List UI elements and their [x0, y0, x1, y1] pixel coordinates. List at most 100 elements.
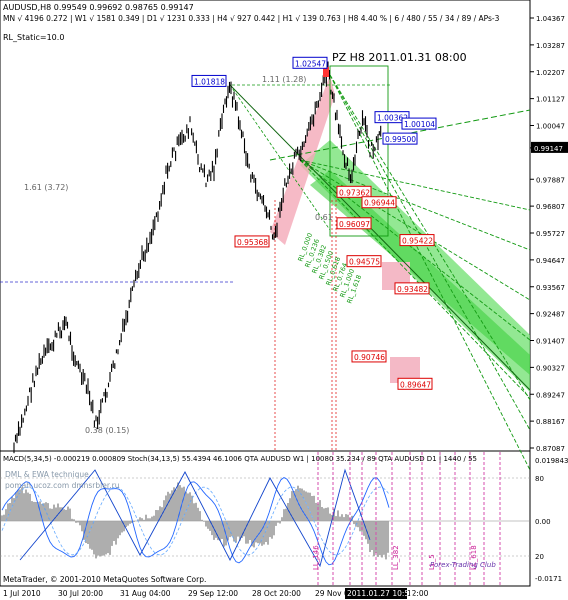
price-tag-box[interactable] — [351, 350, 387, 363]
price-tag[interactable]: 1.00362 — [374, 111, 410, 124]
header-timeframes-line: MN √ 4196 0.272 | W1 √ 1581 0.349 | D1 √… — [3, 14, 500, 23]
indicator-axis-label: 0.00 — [535, 518, 551, 526]
price-tag-box[interactable] — [336, 217, 372, 230]
price-tag-value: 0.99500 — [385, 135, 416, 144]
price-tag-value: 1.00104 — [404, 120, 435, 129]
price-axis-label: 1.04367 — [536, 15, 565, 23]
price-axis-label: 0.91407 — [536, 338, 565, 346]
price-tag-value: 0.90746 — [354, 353, 385, 362]
price-tag-value: 1.02547 — [295, 59, 326, 68]
price-tag-value: 0.94575 — [349, 258, 380, 267]
price-tag[interactable]: 1.02547 — [292, 56, 328, 69]
price-tag[interactable]: 0.97362 — [336, 185, 372, 198]
price-tag[interactable]: 1.00104 — [401, 117, 437, 130]
price-tag-box[interactable] — [399, 234, 435, 247]
price-tag-box[interactable] — [401, 117, 437, 130]
price-tag[interactable]: 0.90746 — [351, 350, 387, 363]
price-tag-box[interactable] — [346, 255, 382, 268]
price-tag[interactable]: 0.94575 — [346, 255, 382, 268]
price-tag-box[interactable] — [336, 185, 372, 198]
price-axis-label: 0.87087 — [536, 445, 565, 453]
current-price-label: 0.99147 — [534, 145, 563, 153]
pitchfork-line[interactable] — [299, 159, 531, 301]
current-time-box — [345, 588, 407, 599]
indicator-axis-label: -0.0171 — [535, 575, 562, 583]
fib-diagonal[interactable] — [229, 84, 331, 231]
indicator-axis-label: 20 — [535, 553, 544, 561]
price-tag-box[interactable] — [234, 235, 270, 248]
pz-annotation: PZ H8 2011.01.31 08:00 — [332, 51, 467, 64]
price-tag[interactable]: 0.96944 — [361, 196, 397, 209]
price-tag-value: 0.95368 — [237, 238, 268, 247]
fib-mid-label: 1.61 (3.72) — [24, 183, 68, 192]
price-tag-box[interactable] — [397, 377, 433, 390]
fib-low-label: 0.38 (0.15) — [85, 426, 129, 435]
price-tag[interactable]: 0.93482 — [394, 282, 430, 295]
price-tag-box[interactable] — [394, 282, 430, 295]
pz-box[interactable] — [329, 65, 389, 237]
price-tag[interactable]: 0.95368 — [234, 235, 270, 248]
price-axis-label: 1.01127 — [536, 96, 565, 104]
price-tag[interactable]: 1.01818 — [191, 74, 227, 87]
price-tag-value: 1.00362 — [377, 114, 408, 123]
current-time-label: 2011.01.27 10:51 — [347, 589, 414, 598]
pitchfork-line[interactable] — [299, 159, 531, 251]
price-tag-box[interactable] — [191, 74, 227, 87]
pitchfork-line[interactable] — [299, 159, 531, 211]
indicator-axis-label: 0.0198436 — [535, 457, 568, 465]
pitchfork-line[interactable] — [299, 159, 531, 399]
price-axis-label: 0.90327 — [536, 364, 565, 372]
trend-line[interactable] — [269, 109, 531, 161]
header-symbol-line: AUDUSD,H8 0.99549 0.99692 0.98765 0.9914… — [3, 3, 194, 12]
price-tag-box[interactable] — [382, 132, 418, 145]
current-price-box — [531, 141, 568, 153]
price-axis-label: 0.95727 — [536, 230, 565, 238]
price-tag-box[interactable] — [292, 56, 328, 69]
pitchfork-line[interactable] — [329, 74, 531, 401]
price-tag-value: 0.93482 — [397, 285, 428, 294]
ll-label: LL_618 — [470, 545, 478, 570]
header-rl-static: RL_Static=10.0 — [3, 33, 64, 42]
price-tag-value: 0.95422 — [402, 237, 433, 246]
price-axis-label: 1.03287 — [536, 42, 565, 50]
forex-club-label: Forex-Trading Club — [430, 561, 496, 569]
fib-center-label: 0.61 — [315, 213, 333, 222]
ll-label: LL_146 — [312, 545, 320, 570]
price-tag-value: 0.97362 — [339, 188, 370, 197]
price-tag[interactable]: 0.89647 — [397, 377, 433, 390]
pitchfork-median-line[interactable] — [229, 84, 531, 391]
main-chart-frame[interactable] — [0, 0, 531, 452]
time-axis-label: 29 Sep 12:00 — [188, 589, 238, 598]
fib-top-label: 1.11 (1.28) — [262, 75, 306, 84]
time-axis-label: 28 Oct 20:00 — [252, 589, 301, 598]
zigzag-line — [19, 468, 371, 568]
price-axis-label: 0.96807 — [536, 203, 565, 211]
price-tag[interactable]: 0.96097 — [336, 217, 372, 230]
pitchfork-line[interactable] — [329, 74, 531, 471]
indicator-axis-label: 80 — [535, 475, 544, 483]
apex-marker — [323, 67, 329, 77]
price-tag[interactable]: 0.99500 — [382, 132, 418, 145]
price-axis-label: 1.02207 — [536, 69, 565, 77]
pitchfork-line[interactable] — [329, 74, 531, 431]
price-axis-label: 0.92487 — [536, 311, 565, 319]
time-axis-label: 30 Jul 20:00 — [58, 589, 103, 598]
price-axis-label: 0.88167 — [536, 418, 565, 426]
price-tag-value: 0.96944 — [364, 199, 395, 208]
stoch-main-line — [1, 476, 390, 566]
indicator-title: MACD(5,34,5) -0.000219 0.000809 Stoch(34… — [3, 455, 477, 463]
indicator-sub2: pomah.ucoz.com dmnsrbler.ru — [5, 481, 120, 490]
price-axis-label: 0.93567 — [536, 284, 565, 292]
price-tag-value: 1.01818 — [194, 77, 225, 86]
indicator-sub1: DML & EWA technique — [5, 470, 89, 479]
copyright-footer: MetaTrader, © 2001-2010 MetaQuotes Softw… — [3, 575, 206, 584]
price-tag-value: 0.89647 — [400, 380, 431, 389]
time-axis-label: 29 Nov 04:00 — [315, 589, 366, 598]
time-axis-label: 1 Jul 2010 — [3, 589, 41, 598]
price-tag-box[interactable] — [361, 196, 397, 209]
price-axis-label: 0.94647 — [536, 257, 565, 265]
ll-label: LL_5 — [428, 554, 436, 570]
price-tag-box[interactable] — [374, 111, 410, 124]
price-tag[interactable]: 0.95422 — [399, 234, 435, 247]
